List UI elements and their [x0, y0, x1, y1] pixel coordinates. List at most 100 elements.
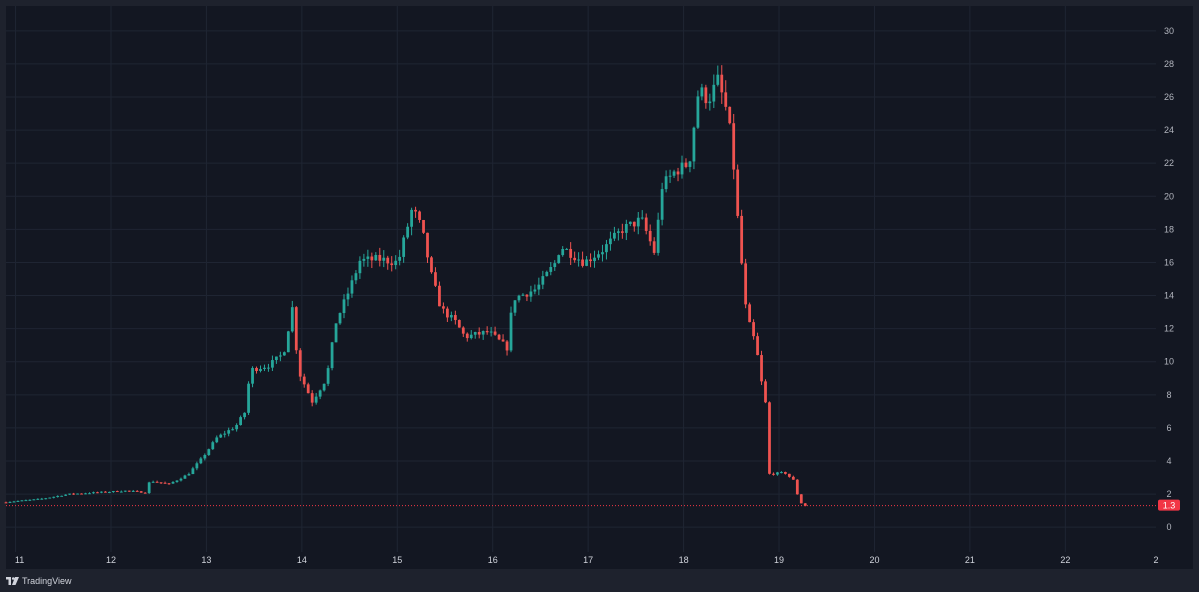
candle-body [104, 491, 107, 493]
candle-body [525, 294, 529, 297]
candles[interactable] [4, 65, 807, 507]
candle-body [553, 263, 557, 268]
candle-body [732, 123, 736, 170]
candle-up [60, 495, 64, 497]
candle-body [430, 257, 433, 273]
x-tick-label: 22 [1060, 555, 1070, 565]
x-tick-label: 13 [201, 555, 211, 565]
candle-body [517, 295, 521, 301]
candle-body [139, 491, 143, 493]
candle-body [581, 259, 584, 266]
candle-body [680, 162, 684, 175]
candle-body [60, 495, 64, 497]
candle-body [724, 92, 728, 107]
candle-body [660, 189, 664, 220]
candle-body [601, 252, 604, 255]
candle-up [8, 501, 12, 503]
y-tick-label: 16 [1164, 257, 1174, 267]
candle-body [505, 341, 509, 351]
candle-down [573, 251, 577, 263]
candle-body [342, 299, 346, 314]
candle-body [465, 333, 469, 339]
candle-up [354, 270, 358, 285]
brand-name: TradingView [22, 576, 72, 586]
candle-body [438, 285, 441, 307]
x-tick-label: 11 [15, 555, 24, 565]
candle-down [294, 306, 298, 354]
candle-up [191, 466, 195, 475]
candle-body [628, 221, 632, 224]
candle-up [481, 330, 485, 340]
y-tick-label: 30 [1164, 26, 1174, 36]
candle-down [422, 219, 425, 234]
candle-up [123, 490, 127, 493]
candle-up [278, 351, 282, 362]
candle-body [760, 355, 763, 382]
candle-up [668, 169, 672, 183]
candle-body [684, 162, 688, 167]
candle-body [577, 259, 581, 261]
candle-body [251, 367, 254, 384]
time-axis[interactable]: 11 12 13 14 15 16 17 18 19 20 21 22 2 [15, 555, 1159, 565]
candle-down [390, 256, 394, 272]
candle-up [780, 471, 783, 474]
candle-body [537, 284, 541, 290]
candle-down [370, 252, 374, 269]
candle-body [52, 496, 56, 498]
candle-body [720, 74, 724, 93]
candle-up [338, 312, 342, 325]
candle-body [155, 481, 159, 483]
candle-up [223, 430, 227, 438]
candle-body [783, 472, 787, 474]
candle-up [215, 435, 219, 444]
candle-body [406, 226, 410, 238]
candle-body [366, 256, 370, 259]
candle-body [573, 257, 577, 261]
candle-up [147, 481, 151, 494]
candle-down [378, 247, 382, 267]
candle-body [211, 442, 215, 450]
candle-up [92, 491, 95, 494]
candle-body [334, 323, 338, 343]
candle-body [44, 498, 48, 500]
candle-body [597, 254, 600, 258]
tradingview-brand[interactable]: TradingView [6, 574, 72, 588]
candle-up [362, 253, 366, 267]
candle-up [314, 392, 318, 405]
candle-body [187, 474, 191, 476]
candle-body [64, 494, 68, 496]
candle-up [394, 255, 398, 270]
candle-body [549, 267, 553, 272]
candle-body [263, 367, 266, 369]
candle-down [96, 491, 99, 494]
candle-body [247, 383, 250, 413]
candle-body [298, 350, 302, 377]
candle-body [752, 322, 755, 337]
candle-body [414, 209, 417, 212]
candle-body [386, 257, 390, 264]
candle-up [247, 381, 250, 415]
y-tick-label: 14 [1164, 291, 1174, 301]
candle-up [708, 93, 712, 111]
candle-body [609, 238, 612, 245]
candle-body [593, 257, 596, 262]
candle-down [461, 326, 465, 338]
candle-body [521, 294, 525, 296]
candle-body [4, 502, 8, 504]
candle-body [56, 495, 60, 497]
candle-body [457, 320, 461, 328]
candle-down [442, 302, 445, 314]
candle-body [764, 381, 767, 403]
candle-body [692, 127, 696, 162]
candle-down [724, 80, 728, 111]
candle-up [529, 285, 533, 302]
candle-body [175, 480, 179, 482]
candle-down [740, 209, 744, 265]
candle-body [688, 161, 692, 167]
candle-down [497, 333, 501, 341]
candle-down [386, 255, 390, 270]
candle-down [752, 319, 755, 340]
candle-up [521, 293, 525, 297]
